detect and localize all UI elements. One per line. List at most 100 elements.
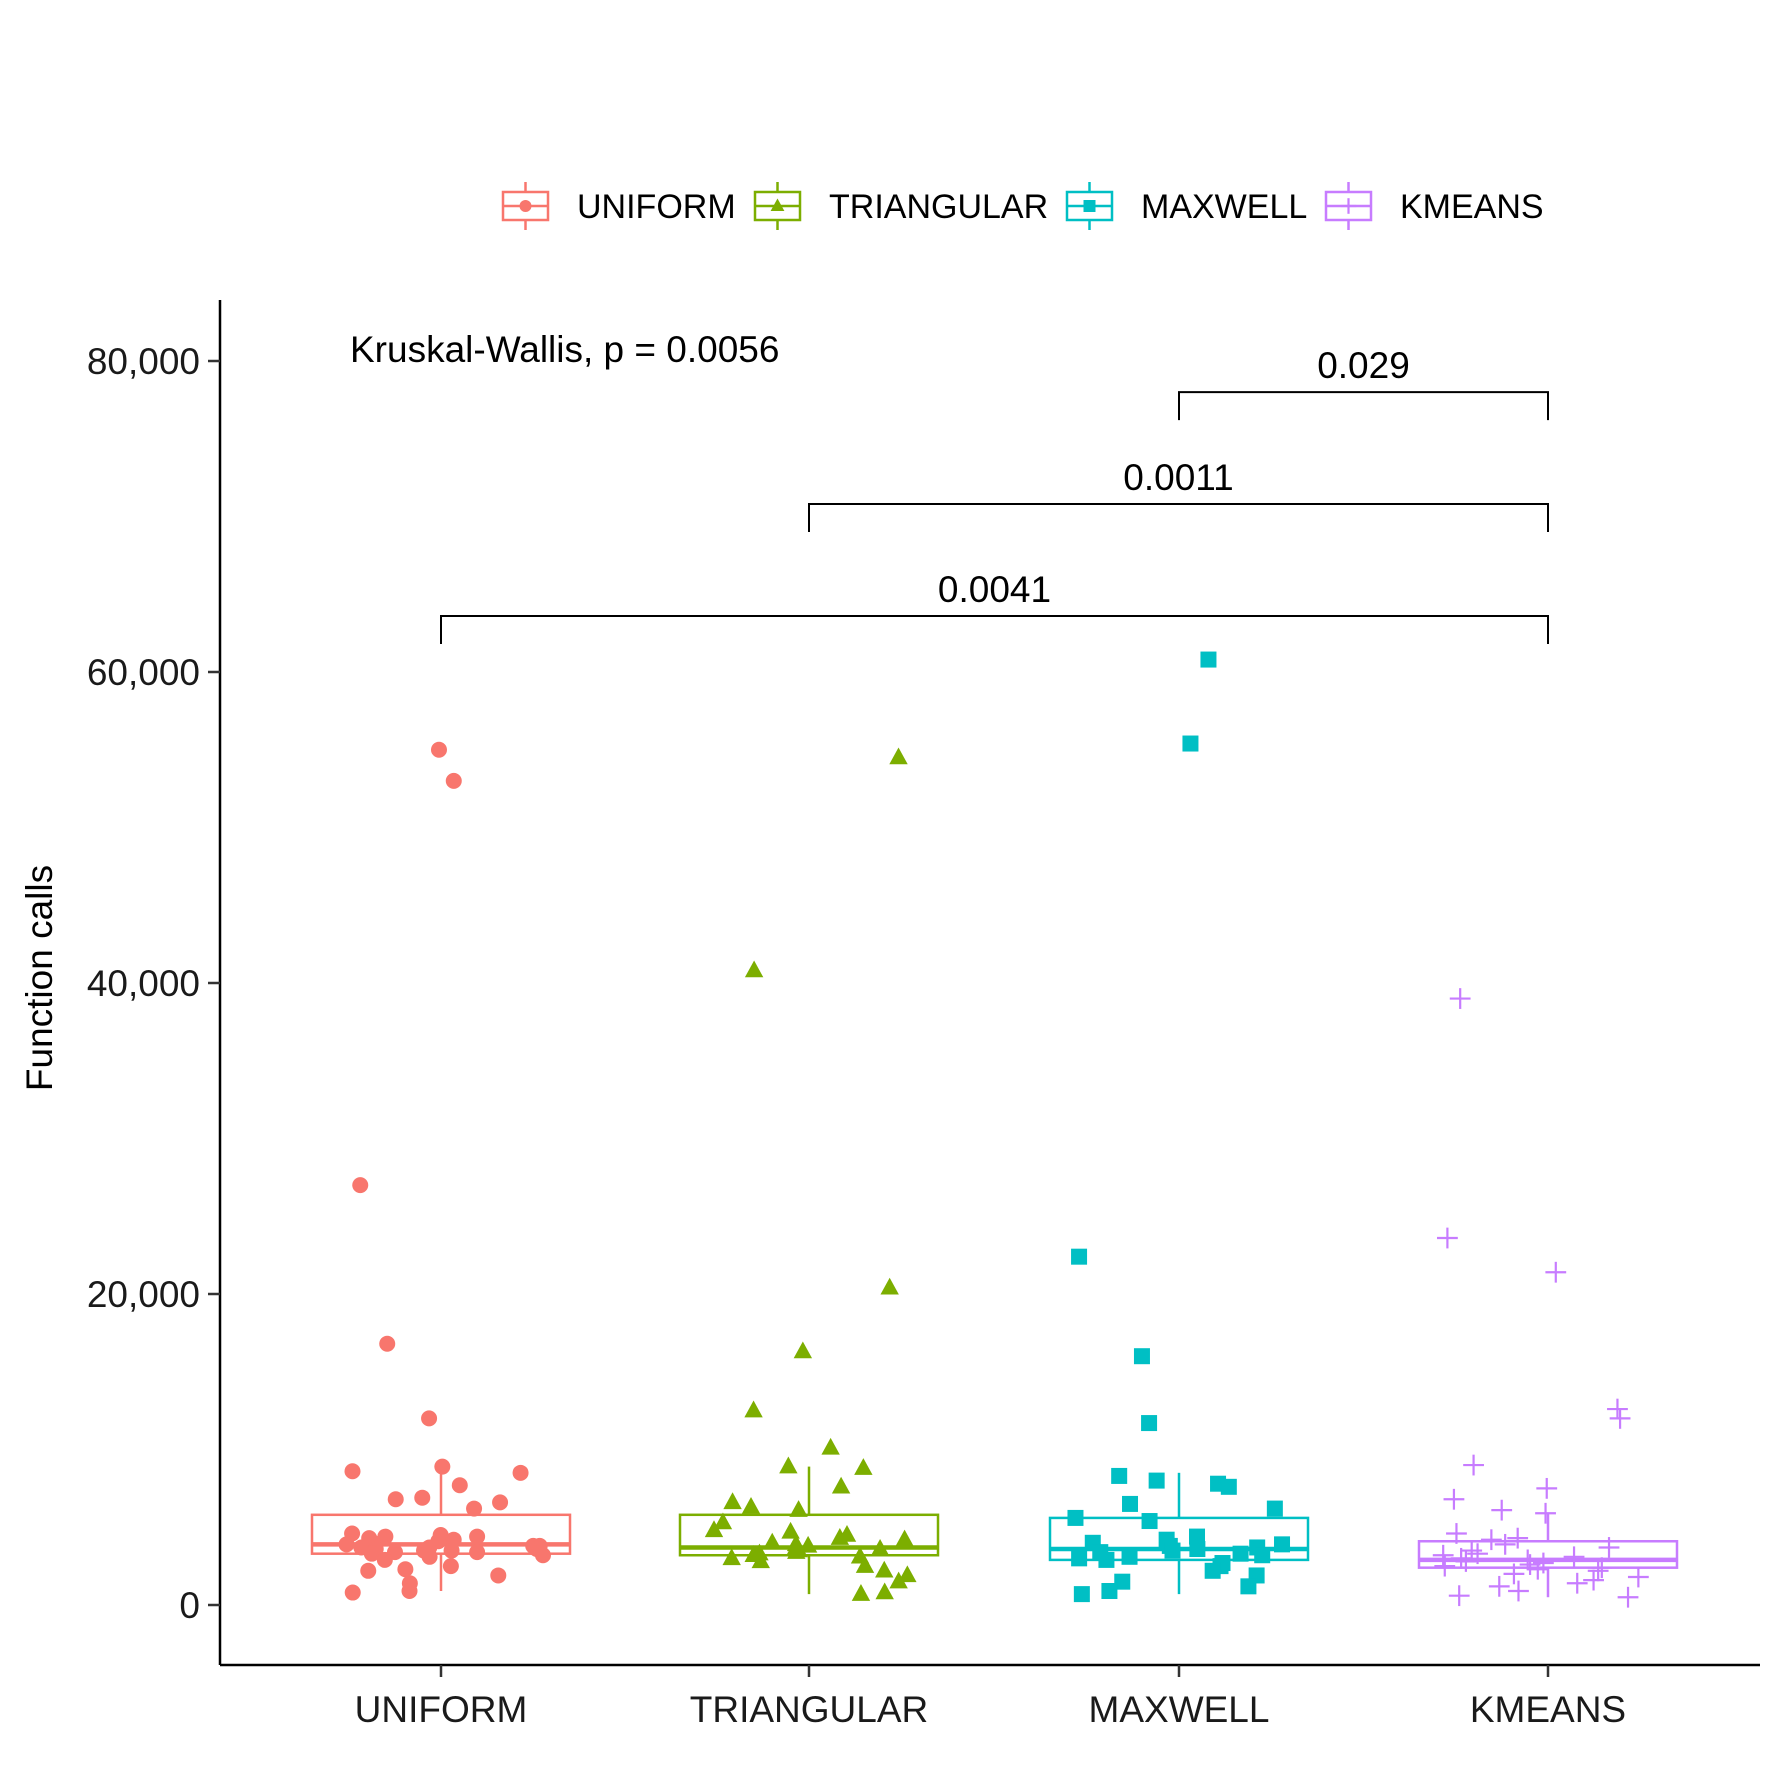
data-point	[1101, 1583, 1118, 1600]
y-tick-label: 40,000	[87, 963, 200, 1004]
annotations: Kruskal-Wallis, p = 0.0056 0.029 0.0011 0.0…	[350, 329, 1549, 645]
data-point	[360, 1562, 377, 1579]
data-point	[421, 1410, 438, 1427]
p-value-label: 0.0041	[938, 569, 1051, 610]
data-point	[1463, 1454, 1484, 1476]
legend-label: KMEANS	[1400, 188, 1544, 226]
data-point	[1448, 1585, 1470, 1607]
data-point	[1617, 1586, 1639, 1608]
legend-item-triangular: TRIANGULAR	[753, 182, 1048, 230]
data-point	[1111, 1467, 1128, 1484]
data-point	[1627, 1566, 1649, 1588]
y-tick-label: 20,000	[87, 1274, 200, 1315]
data-point	[379, 1335, 396, 1352]
data-point	[1434, 1555, 1456, 1577]
y-tick-label: 80,000	[87, 341, 200, 382]
legend-label: MAXWELL	[1141, 188, 1307, 226]
data-point	[1535, 1502, 1556, 1524]
data-point	[1071, 1248, 1088, 1265]
bracket-line	[808, 503, 1549, 533]
data-point	[1141, 1415, 1158, 1432]
data-point	[434, 1458, 451, 1475]
data-point	[1067, 1509, 1084, 1526]
comparison-bracket-uniform-kmeans: 0.0041	[440, 569, 1549, 645]
data-point	[779, 1456, 798, 1474]
data-point	[414, 1489, 431, 1506]
data-point	[1587, 1560, 1609, 1582]
data-point	[1254, 1547, 1271, 1564]
data-point	[723, 1492, 742, 1510]
data-point	[1443, 1488, 1465, 1510]
data-point	[1189, 1528, 1206, 1545]
data-point	[1266, 1500, 1283, 1517]
data-point	[492, 1494, 509, 1511]
data-point	[898, 1565, 917, 1583]
data-point	[1598, 1537, 1620, 1558]
legend-item-uniform: UNIFORM	[501, 182, 736, 230]
data-point	[1232, 1545, 1249, 1562]
data-point	[1164, 1542, 1181, 1559]
data-point	[1220, 1478, 1237, 1495]
p-value-label: 0.029	[1317, 345, 1410, 386]
data-point	[854, 1458, 873, 1475]
data-point	[534, 1547, 551, 1564]
legend-marker	[770, 198, 785, 212]
data-point	[397, 1561, 414, 1578]
data-point	[1240, 1578, 1257, 1595]
data-point	[451, 1477, 468, 1494]
data-point	[889, 747, 908, 765]
data-point	[1437, 1227, 1458, 1249]
data-point	[1491, 1499, 1513, 1521]
data-point	[1189, 1541, 1206, 1558]
data-point	[1583, 1569, 1604, 1591]
data-point	[469, 1528, 486, 1545]
data-point	[1071, 1550, 1088, 1567]
x-tick-label-triangular: TRIANGULAR	[690, 1689, 928, 1730]
y-tick-label: 0	[179, 1585, 200, 1626]
data-point	[1204, 1562, 1221, 1579]
data-point	[789, 1500, 808, 1517]
legend-marker	[1340, 198, 1357, 214]
data-point	[855, 1556, 875, 1573]
plot-area	[310, 651, 1679, 1608]
data-point	[490, 1567, 507, 1584]
series-uniform	[310, 741, 572, 1601]
data-point	[1274, 1536, 1291, 1553]
data-point	[763, 1532, 782, 1550]
data-point	[338, 1536, 355, 1553]
comparison-bracket-triangular-kmeans: 0.0011	[808, 457, 1549, 533]
data-point	[895, 1529, 914, 1547]
data-point	[401, 1583, 418, 1600]
series-kmeans	[1417, 988, 1679, 1608]
legend-label: TRIANGULAR	[829, 188, 1048, 226]
data-point	[1182, 735, 1199, 752]
data-point	[1455, 1551, 1477, 1572]
y-tick-label: 60,000	[87, 652, 200, 693]
legend: UNIFORM TRIANGULAR MAXWELL KMEANS	[501, 182, 1544, 230]
data-point	[376, 1551, 393, 1568]
data-point	[512, 1464, 529, 1481]
bracket-line	[440, 615, 1549, 645]
y-axis-title: Function calls	[19, 865, 60, 1091]
data-point	[751, 1551, 770, 1569]
data-point	[713, 1512, 733, 1530]
data-point	[1488, 1575, 1510, 1597]
data-point	[430, 741, 447, 758]
data-point	[880, 1277, 899, 1295]
data-point	[1467, 1543, 1488, 1565]
series-triangular	[678, 747, 940, 1601]
data-point	[421, 1548, 438, 1565]
data-point	[1114, 1573, 1131, 1590]
x-tick-label-uniform: UNIFORM	[355, 1689, 528, 1730]
data-point	[821, 1437, 840, 1455]
data-point	[1122, 1495, 1139, 1512]
data-point	[875, 1560, 894, 1578]
data-point	[744, 960, 764, 978]
data-point	[1517, 1549, 1539, 1571]
data-point	[1432, 1544, 1454, 1566]
data-point	[344, 1463, 361, 1480]
data-point	[741, 1496, 761, 1514]
data-point	[466, 1500, 483, 1517]
